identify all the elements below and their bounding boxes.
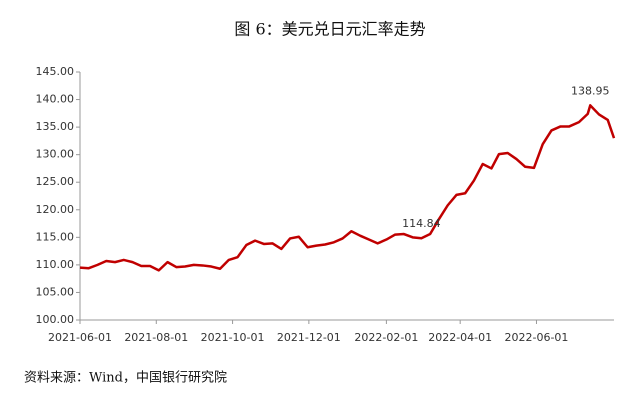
x-tick-label: 2021-06-01 xyxy=(48,331,112,344)
y-tick-label: 120.00 xyxy=(36,203,75,216)
y-tick-label: 130.00 xyxy=(36,148,75,161)
source-note: 资料来源：Wind，中国银行研究院 xyxy=(24,371,227,386)
y-tick-label: 115.00 xyxy=(36,230,75,243)
series-line xyxy=(79,104,616,272)
x-tick-label: 2021-10-01 xyxy=(201,331,265,344)
chart-title: 图 6：美元兑日元汇率走势 xyxy=(234,20,425,39)
x-tick-label: 2022-02-01 xyxy=(354,331,418,344)
x-tick-label: 2021-08-01 xyxy=(124,331,188,344)
y-tick-label: 145.00 xyxy=(36,65,75,78)
y-tick-label: 105.00 xyxy=(36,285,75,298)
x-tick-label: 2022-06-01 xyxy=(504,331,568,344)
value-label: 138.95 xyxy=(571,84,610,97)
y-tick-label: 110.00 xyxy=(36,258,75,271)
x-tick-label: 2021-12-01 xyxy=(277,331,341,344)
x-tick-label: 2022-04-01 xyxy=(428,331,492,344)
y-tick-label: 135.00 xyxy=(36,120,75,133)
y-tick-label: 125.00 xyxy=(36,175,75,188)
y-tick-label: 100.00 xyxy=(36,313,75,326)
value-label: 114.84 xyxy=(402,217,441,230)
y-tick-label: 140.00 xyxy=(36,93,75,106)
